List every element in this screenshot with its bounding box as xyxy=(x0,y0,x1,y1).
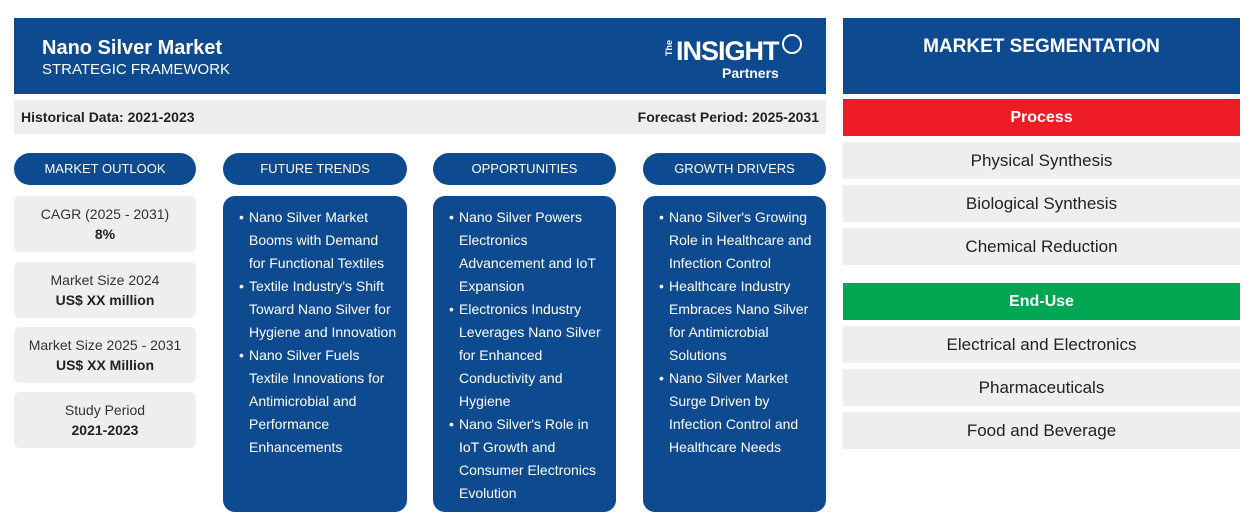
list-item: Textile Industry's Shift Toward Nano Sil… xyxy=(239,275,397,344)
opportunities-heading: OPPORTUNITIES xyxy=(433,153,616,185)
logo-the: The xyxy=(664,40,674,57)
stat-value: US$ XX million xyxy=(55,292,155,308)
segment-item: Electrical and Electronics xyxy=(843,326,1240,363)
segment-end-use: End-Use xyxy=(843,283,1240,320)
logo-ring-icon xyxy=(782,34,802,54)
stat-label: CAGR (2025 - 2031) xyxy=(40,206,170,222)
historical-data: Historical Data: 2021-2023 xyxy=(21,109,195,125)
insight-partners-logo: The INSIGHT Partners xyxy=(664,34,804,82)
future-trends-heading: FUTURE TRENDS xyxy=(223,153,407,185)
page-title: Nano Silver Market xyxy=(42,37,223,59)
segment-item: Biological Synthesis xyxy=(843,185,1240,222)
segmentation-heading: MARKET SEGMENTATION xyxy=(843,18,1240,94)
page-subtitle: STRATEGIC FRAMEWORK xyxy=(42,61,231,78)
future-trends-list: Nano Silver Market Booms with Demand for… xyxy=(223,196,407,512)
market-outlook-heading: MARKET OUTLOOK xyxy=(14,153,196,185)
stat-market-size-forecast: Market Size 2025 - 2031 US$ XX Million xyxy=(14,327,196,383)
opportunities-list: Nano Silver Powers Electronics Advanceme… xyxy=(433,196,616,512)
list-item: Nano Silver Market Booms with Demand for… xyxy=(239,206,397,275)
list-item: Nano Silver Fuels Textile Innovations fo… xyxy=(239,344,397,459)
segment-item: Chemical Reduction xyxy=(843,228,1240,265)
stat-value: 2021-2023 xyxy=(71,422,139,438)
segment-process: Process xyxy=(843,99,1240,136)
segment-item: Food and Beverage xyxy=(843,412,1240,449)
stat-label: Study Period xyxy=(64,402,146,418)
logo-insight: INSIGHT xyxy=(676,36,780,66)
stat-value: 8% xyxy=(94,226,116,242)
list-item: Nano Silver's Role in IoT Growth and Con… xyxy=(449,413,606,505)
list-item: Nano Silver Powers Electronics Advanceme… xyxy=(449,206,606,298)
stat-label: Market Size 2025 - 2031 xyxy=(28,337,182,353)
growth-drivers-heading: GROWTH DRIVERS xyxy=(643,153,826,185)
stat-market-size-2024: Market Size 2024 US$ XX million xyxy=(14,262,196,318)
growth-drivers-list: Nano Silver's Growing Role in Healthcare… xyxy=(643,196,826,512)
stat-cagr: CAGR (2025 - 2031) 8% xyxy=(14,196,196,252)
stat-study-period: Study Period 2021-2023 xyxy=(14,392,196,448)
header-banner: Nano Silver Market STRATEGIC FRAMEWORK T… xyxy=(14,18,826,94)
segment-item: Physical Synthesis xyxy=(843,142,1240,179)
stat-label: Market Size 2024 xyxy=(50,272,160,288)
logo-partners: Partners xyxy=(722,65,779,81)
list-item: Electronics Industry Leverages Nano Silv… xyxy=(449,298,606,413)
stat-value: US$ XX Million xyxy=(55,357,154,373)
forecast-period: Forecast Period: 2025-2031 xyxy=(637,109,819,125)
segment-item: Pharmaceuticals xyxy=(843,369,1240,406)
list-item: Nano Silver's Growing Role in Healthcare… xyxy=(659,206,816,275)
list-item: Nano Silver Market Surge Driven by Infec… xyxy=(659,367,816,459)
list-item: Healthcare Industry Embraces Nano Silver… xyxy=(659,275,816,367)
period-bar: Historical Data: 2021-2023 Forecast Peri… xyxy=(14,100,826,134)
